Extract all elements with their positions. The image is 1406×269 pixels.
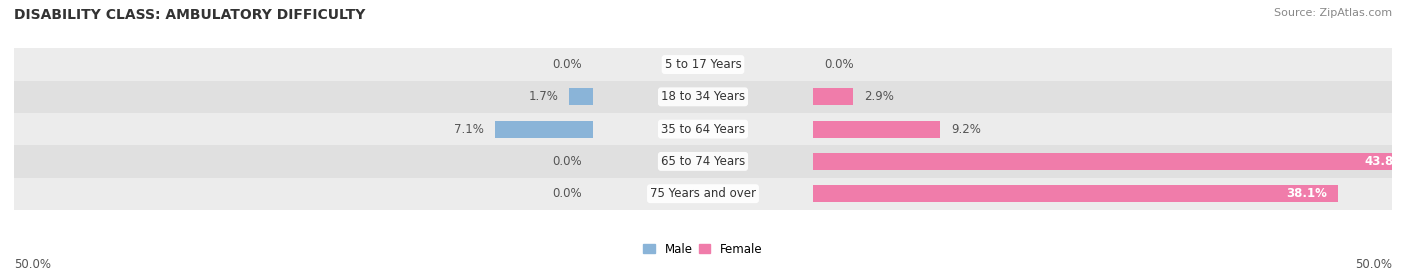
Text: 5 to 17 Years: 5 to 17 Years	[665, 58, 741, 71]
Text: 75 Years and over: 75 Years and over	[650, 187, 756, 200]
Text: 0.0%: 0.0%	[553, 58, 582, 71]
Text: Source: ZipAtlas.com: Source: ZipAtlas.com	[1274, 8, 1392, 18]
Bar	[813, 185, 1339, 202]
Bar	[14, 48, 1392, 81]
Text: DISABILITY CLASS: AMBULATORY DIFFICULTY: DISABILITY CLASS: AMBULATORY DIFFICULTY	[14, 8, 366, 22]
Bar	[495, 121, 593, 137]
Bar	[813, 153, 1406, 170]
Bar	[14, 145, 1392, 178]
Text: 9.2%: 9.2%	[950, 123, 981, 136]
Text: 0.0%: 0.0%	[553, 187, 582, 200]
Text: 1.7%: 1.7%	[529, 90, 558, 103]
Text: 18 to 34 Years: 18 to 34 Years	[661, 90, 745, 103]
Bar	[14, 113, 1392, 145]
Text: 50.0%: 50.0%	[1355, 258, 1392, 269]
Text: 2.9%: 2.9%	[865, 90, 894, 103]
Bar	[813, 121, 941, 137]
Text: 0.0%: 0.0%	[824, 58, 853, 71]
Text: 0.0%: 0.0%	[553, 155, 582, 168]
Bar	[14, 178, 1392, 210]
Legend: Male, Female: Male, Female	[638, 238, 768, 260]
Text: 35 to 64 Years: 35 to 64 Years	[661, 123, 745, 136]
Bar	[14, 81, 1392, 113]
Text: 38.1%: 38.1%	[1286, 187, 1327, 200]
Bar	[813, 89, 853, 105]
Text: 50.0%: 50.0%	[14, 258, 51, 269]
Text: 7.1%: 7.1%	[454, 123, 484, 136]
Text: 65 to 74 Years: 65 to 74 Years	[661, 155, 745, 168]
Text: 43.8%: 43.8%	[1365, 155, 1406, 168]
Bar	[569, 89, 593, 105]
